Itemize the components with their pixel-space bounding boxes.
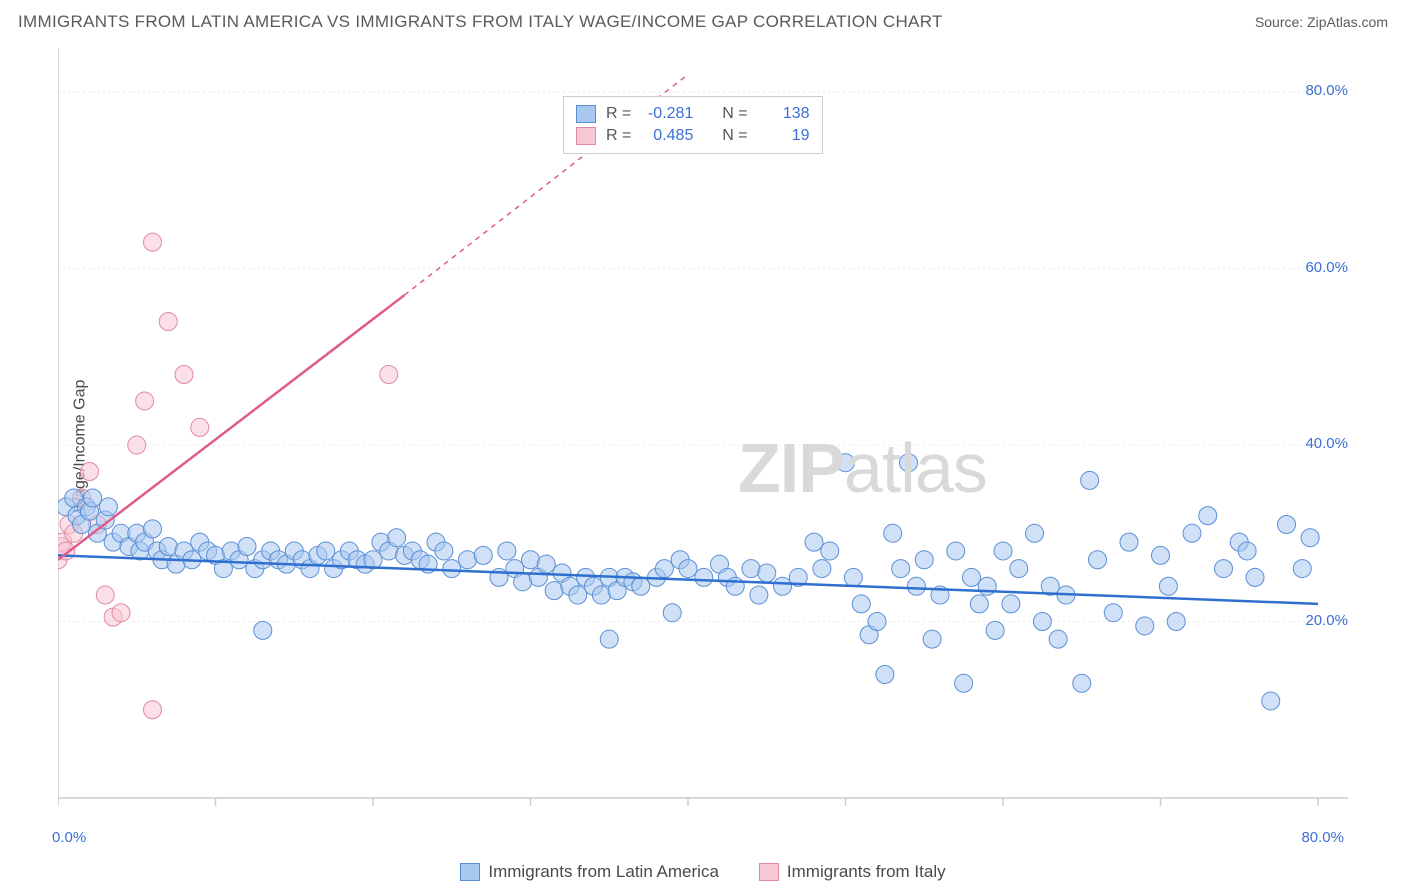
stats-n-label: N = (722, 127, 747, 145)
correlation-stats-box: R = -0.281 N = 138 R = 0.485 N = 19 (563, 96, 823, 154)
stats-n-value-pink: 19 (758, 127, 810, 145)
stats-r-value-pink: 0.485 (641, 127, 693, 145)
x-tick-right: 80.0% (1301, 829, 1344, 846)
chart-header: IMMIGRANTS FROM LATIN AMERICA VS IMMIGRA… (18, 12, 1388, 32)
series-legend: Immigrants from Latin America Immigrants… (0, 862, 1406, 882)
chart-source: Source: ZipAtlas.com (1255, 14, 1388, 30)
stats-row-pink: R = 0.485 N = 19 (576, 125, 810, 147)
legend-swatch-pink (759, 863, 779, 881)
x-tick-left: 0.0% (52, 829, 86, 846)
stats-r-label: R = (606, 127, 631, 145)
y-tick-label: 80.0% (1305, 82, 1348, 99)
stats-r-label: R = (606, 105, 631, 123)
stats-swatch-pink (576, 127, 596, 145)
source-label: Source: (1255, 14, 1307, 30)
legend-swatch-blue (460, 863, 480, 881)
legend-item-pink: Immigrants from Italy (759, 862, 946, 882)
plot-area: ZIPatlas R = -0.281 N = 138 R = 0.485 N … (58, 48, 1348, 808)
source-value: ZipAtlas.com (1307, 14, 1388, 30)
y-tick-label: 20.0% (1305, 612, 1348, 629)
y-tick-label: 40.0% (1305, 435, 1348, 452)
stats-n-label: N = (722, 105, 747, 123)
legend-label-blue: Immigrants from Latin America (488, 862, 719, 882)
legend-item-blue: Immigrants from Latin America (460, 862, 719, 882)
stats-r-value-blue: -0.281 (641, 105, 693, 123)
legend-label-pink: Immigrants from Italy (787, 862, 946, 882)
stats-row-blue: R = -0.281 N = 138 (576, 103, 810, 125)
scatter-chart-svg (58, 48, 1348, 808)
stats-n-value-blue: 138 (758, 105, 810, 123)
stats-swatch-blue (576, 105, 596, 123)
y-tick-label: 60.0% (1305, 259, 1348, 276)
chart-title: IMMIGRANTS FROM LATIN AMERICA VS IMMIGRA… (18, 12, 943, 32)
